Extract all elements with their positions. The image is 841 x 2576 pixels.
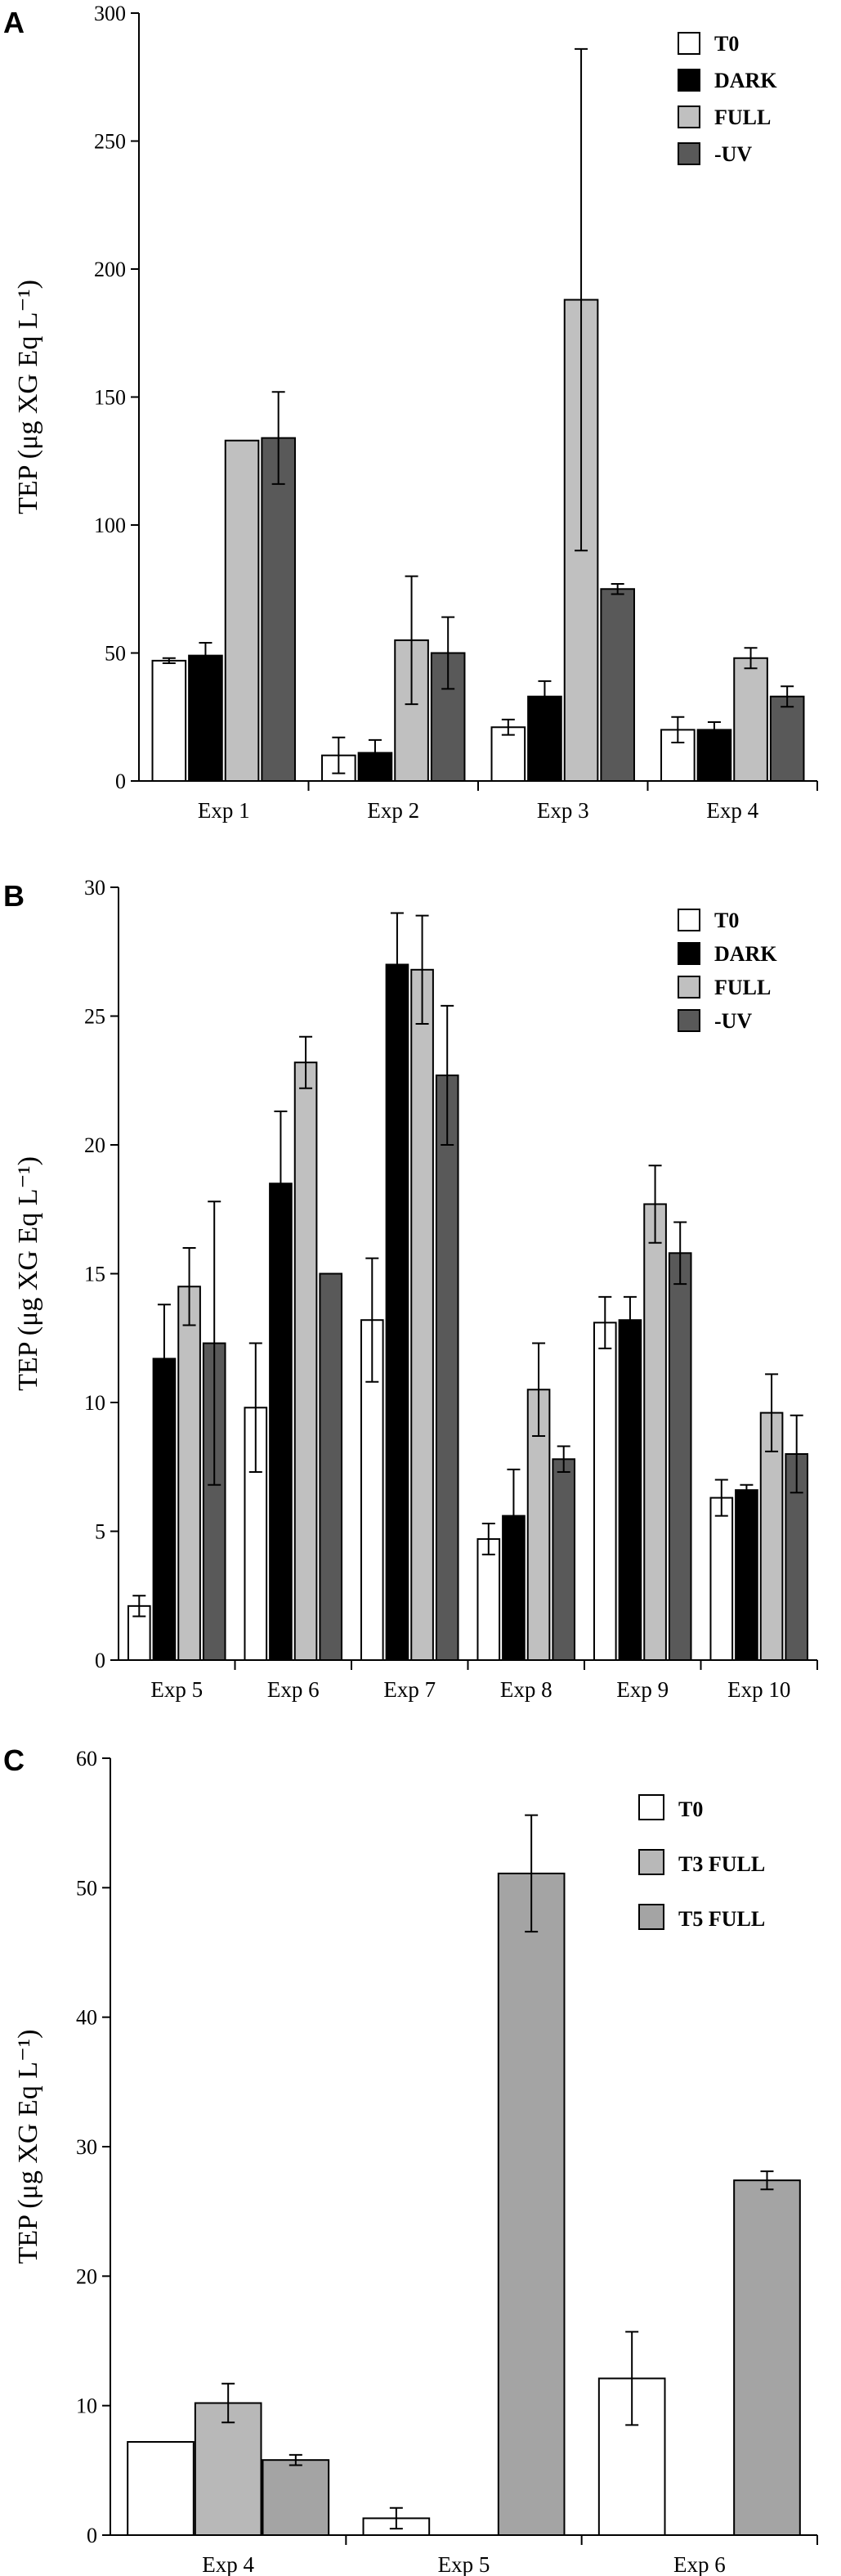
bar-t0 [476, 1537, 501, 1661]
legend-swatch [638, 1794, 664, 1820]
legend: T0 T3 FULL T5 FULL [638, 1794, 765, 1931]
legend: T0 DARK FULL -UV [678, 909, 777, 1033]
bar-t5-full [497, 1872, 566, 2537]
bar-t0 [709, 1497, 734, 1662]
bar-dark [269, 1183, 293, 1661]
bar-uv [769, 695, 805, 783]
chart-panel-a: A TEP (μg XG Eq L⁻¹) 0 50 100 150 200 250 300 Exp… [3, 2, 818, 823]
x-category-label: Exp 10 [727, 1677, 790, 1702]
legend-label: T0 [714, 909, 739, 932]
y-axis-label: TEP (μg XG Eq L⁻¹) [13, 1156, 43, 1391]
bar-dark [735, 1489, 758, 1661]
bar-t5-full [262, 2459, 330, 2537]
bar-uv [600, 588, 635, 782]
bar-dark [385, 963, 409, 1661]
bar-t0 [490, 726, 526, 783]
bar-t5-full [733, 2179, 801, 2537]
y-tick-label: 20 [84, 1133, 105, 1157]
legend-swatch [678, 942, 700, 965]
y-tick-label: 0 [87, 2524, 97, 2547]
legend-swatch [678, 1009, 700, 1032]
bar-full [733, 657, 768, 783]
bar-full [643, 1203, 667, 1661]
x-category-label: Exp 5 [438, 2552, 490, 2576]
legend-swatch [678, 32, 700, 55]
y-tick-label: 50 [76, 1876, 97, 1900]
legend-label: DARK [714, 69, 777, 92]
x-category-label: Exp 5 [150, 1677, 203, 1702]
y-tick-label: 40 [76, 2006, 97, 2030]
x-category-label: Exp 4 [202, 2552, 254, 2576]
y-tick-label: 100 [94, 514, 126, 537]
legend-label: DARK [714, 942, 777, 966]
bar-t0 [127, 2441, 195, 2536]
x-category-label: Exp 9 [616, 1677, 669, 1702]
legend-label: -UV [714, 142, 752, 166]
bar-uv [552, 1458, 576, 1662]
y-tick-label: 50 [105, 642, 126, 666]
y-tick-label: 0 [115, 770, 126, 793]
bar-t0 [593, 1322, 617, 1661]
chart-panel-b: B TEP (μg XG Eq L⁻¹) 0 5 10 15 20 25 30 Exp 5 Exp … [3, 876, 818, 1702]
y-tick-label: 25 [84, 1005, 105, 1029]
bar-dark [618, 1319, 642, 1661]
bar-uv [668, 1252, 692, 1662]
bar-dark [188, 654, 223, 782]
legend-label: -UV [714, 1009, 752, 1033]
bar-uv [435, 1074, 459, 1661]
bar-uv [319, 1272, 343, 1661]
y-tick-label: 30 [84, 876, 105, 900]
bar-t3-full [194, 2402, 262, 2536]
x-category-label: Exp 6 [267, 1677, 320, 1702]
legend-label: T3 FULL [678, 1852, 765, 1876]
bar-full [410, 968, 434, 1662]
x-category-label: Exp 7 [383, 1677, 436, 1702]
y-tick-label: 60 [76, 1747, 97, 1770]
x-category-label: Exp 4 [706, 798, 758, 823]
legend: T0 DARK FULL -UV [678, 32, 777, 166]
bar-full [177, 1286, 201, 1661]
legend-label: T0 [714, 32, 739, 56]
bar-full [293, 1061, 318, 1661]
y-tick-label: 200 [94, 258, 126, 281]
x-category-label: Exp 3 [537, 798, 589, 823]
chart-panel-c: C TEP (μg XG Eq L⁻¹) 0 10 20 30 40 50 60 Exp 4 Exp… [3, 1744, 818, 2576]
y-tick-label: 5 [95, 1520, 105, 1544]
legend-swatch [638, 1904, 664, 1930]
bar-t0 [151, 659, 187, 783]
x-category-label: Exp 1 [198, 798, 250, 823]
panel-label: C [3, 1744, 25, 1777]
y-tick-label: 300 [94, 2, 126, 25]
legend-swatch [678, 976, 700, 999]
y-tick-label: 10 [84, 1391, 105, 1415]
legend-label: FULL [714, 976, 771, 999]
legend-swatch [678, 909, 700, 931]
bar-full [394, 639, 429, 782]
y-tick-label: 20 [76, 2264, 97, 2288]
y-axis-label: TEP (μg XG Eq L⁻¹) [13, 2030, 43, 2264]
x-category-label: Exp 6 [673, 2552, 726, 2576]
y-tick-label: 0 [95, 1649, 105, 1672]
bar-full [224, 439, 260, 783]
legend-swatch [678, 105, 700, 128]
legend-label: T5 FULL [678, 1907, 765, 1931]
x-category-label: Exp 8 [500, 1677, 552, 1702]
x-category-label: Exp 2 [367, 798, 419, 823]
y-tick-label: 150 [94, 386, 126, 410]
legend-label: T0 [678, 1797, 703, 1821]
panel-label: A [3, 6, 25, 39]
legend-swatch [678, 69, 700, 92]
y-tick-label: 30 [76, 2135, 97, 2159]
y-tick-label: 15 [84, 1263, 105, 1286]
legend-swatch [678, 142, 700, 165]
bar-uv [261, 437, 296, 783]
panel-label: B [3, 879, 25, 913]
y-tick-label: 250 [94, 130, 126, 154]
y-tick-label: 10 [76, 2394, 97, 2418]
legend-swatch [638, 1849, 664, 1875]
y-axis-label: TEP (μg XG Eq L⁻¹) [13, 280, 43, 514]
legend-label: FULL [714, 105, 771, 129]
